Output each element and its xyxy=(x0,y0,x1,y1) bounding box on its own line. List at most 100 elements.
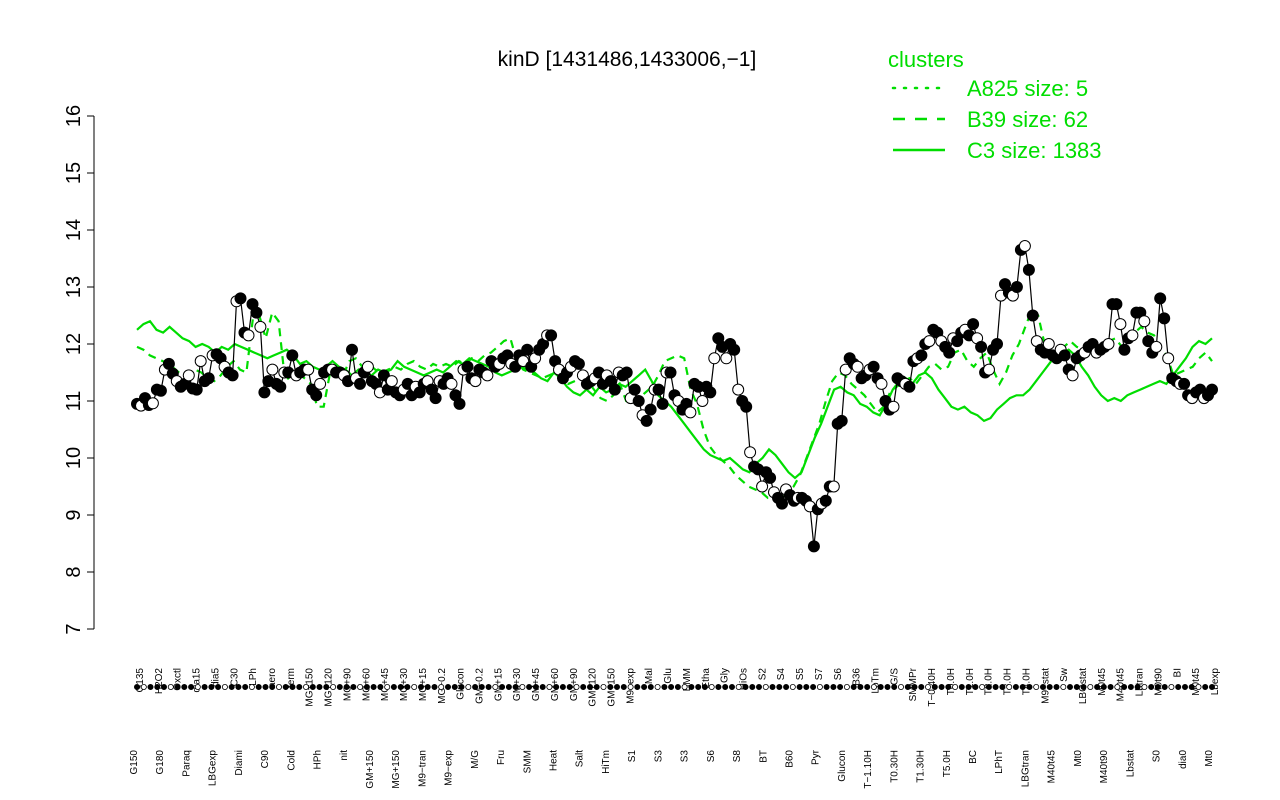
x-rug-mark xyxy=(1121,684,1128,691)
data-point xyxy=(453,397,466,410)
x-rug-mark xyxy=(789,684,796,691)
data-point xyxy=(258,386,271,399)
x-label-bottom: Mt0 xyxy=(1204,750,1215,767)
data-point xyxy=(481,369,494,382)
x-label-top: Oxctl xyxy=(173,668,184,691)
x-rug-mark xyxy=(931,684,938,691)
x-label-top: G135 xyxy=(135,668,146,693)
data-point xyxy=(361,360,374,373)
x-rug-mark xyxy=(816,684,823,691)
x-rug-mark xyxy=(647,684,654,691)
data-point xyxy=(875,377,888,390)
x-rug-mark xyxy=(377,684,384,691)
x-label-top: GM+30 xyxy=(512,668,523,702)
data-point xyxy=(756,480,769,493)
x-label-top: dia15 xyxy=(192,668,203,693)
x-label-bottom: Lbstat xyxy=(1125,750,1136,777)
x-rug-mark xyxy=(918,684,925,691)
x-label-top: M0t45 xyxy=(1097,668,1108,696)
x-rug-mark xyxy=(1182,684,1189,691)
x-rug-mark xyxy=(654,684,661,691)
x-label-top: MG+15 xyxy=(418,668,429,702)
data-point xyxy=(314,377,327,390)
x-rug-mark xyxy=(1209,684,1216,691)
x-label-top: M0t90 xyxy=(1153,668,1164,696)
data-point xyxy=(146,397,159,410)
x-rug-mark xyxy=(715,684,722,691)
data-point xyxy=(664,366,677,379)
y-tick-label: 14 xyxy=(63,219,85,241)
x-rug-mark xyxy=(1141,684,1148,691)
x-label-bottom: HPh xyxy=(313,750,324,769)
data-point xyxy=(720,352,733,365)
x-rug-mark xyxy=(668,684,675,691)
data-point xyxy=(652,383,665,396)
x-rug-mark xyxy=(384,684,391,691)
x-label-top: Sw xyxy=(1059,667,1070,682)
data-point xyxy=(517,355,530,368)
x-label-bottom: S8 xyxy=(732,750,743,763)
x-label-bottom: SMM xyxy=(522,750,533,773)
data-point xyxy=(1058,349,1071,362)
x-rug-mark xyxy=(1107,684,1114,691)
x-rug-mark xyxy=(722,684,729,691)
data-point xyxy=(1114,318,1127,331)
y-tick-label: 10 xyxy=(63,447,85,469)
x-label-bottom: T−1.10H xyxy=(863,750,874,789)
x-rug-mark xyxy=(566,684,573,691)
x-rug-mark xyxy=(499,684,506,691)
x-rug-mark xyxy=(810,684,817,691)
x-rug-mark xyxy=(641,684,648,691)
x-rug-mark xyxy=(228,684,235,691)
data-point xyxy=(704,386,717,399)
x-label-top: LoTm xyxy=(871,668,882,694)
data-point xyxy=(764,471,777,484)
x-label-top: MG+45 xyxy=(380,668,391,702)
x-rug-mark xyxy=(505,684,512,691)
x-rug-mark xyxy=(1094,684,1101,691)
x-rug-mark xyxy=(208,684,215,691)
x-label-top: aero xyxy=(267,668,278,688)
x-rug-mark xyxy=(485,684,492,691)
x-rug-mark xyxy=(526,684,533,691)
x-rug-mark xyxy=(627,684,634,691)
data-point xyxy=(1162,352,1175,365)
y-tick-label: 7 xyxy=(63,623,85,634)
x-label-top: T3.0H xyxy=(1003,668,1014,695)
data-point xyxy=(1026,309,1039,322)
x-rug-mark xyxy=(221,684,228,691)
x-rug-mark xyxy=(681,684,688,691)
x-rug-mark xyxy=(1161,684,1168,691)
x-rug-mark xyxy=(1154,684,1161,691)
x-rug-mark xyxy=(1188,684,1195,691)
x-rug-mark xyxy=(424,684,431,691)
x-rug-mark xyxy=(154,684,161,691)
data-point xyxy=(461,360,474,373)
x-rug-mark xyxy=(1046,684,1053,691)
x-rug-mark xyxy=(742,684,749,691)
data-point xyxy=(1126,329,1139,342)
x-rug-mark xyxy=(255,684,262,691)
x-label-bottom: LPhT xyxy=(994,750,1005,774)
x-rug-mark xyxy=(708,684,715,691)
x-rug-mark xyxy=(282,684,289,691)
x-rug-mark xyxy=(330,684,337,691)
x-rug-mark xyxy=(417,684,424,691)
x-rug-mark xyxy=(695,684,702,691)
data-point xyxy=(266,363,279,376)
x-label-top: Lbexp xyxy=(1210,668,1221,696)
data-point xyxy=(867,360,880,373)
x-label-bottom: MG+150 xyxy=(391,750,402,789)
x-rug-mark xyxy=(1060,684,1067,691)
data-point xyxy=(807,540,820,553)
x-rug-mark xyxy=(911,684,918,691)
x-rug-mark xyxy=(559,684,566,691)
series-line-dashed-green xyxy=(136,307,1213,503)
x-rug-mark xyxy=(532,684,539,691)
x-rug-mark xyxy=(884,684,891,691)
x-label-top: BMM xyxy=(682,668,693,691)
x-rug-mark xyxy=(1053,684,1060,691)
data-point xyxy=(1138,315,1151,328)
x-rug-mark xyxy=(614,684,621,691)
x-label-bottom: dia0 xyxy=(1178,750,1189,769)
